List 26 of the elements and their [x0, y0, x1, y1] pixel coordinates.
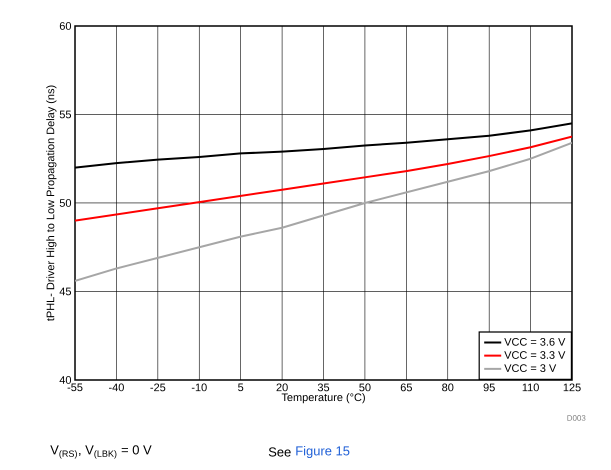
x-tick-label: 110 — [522, 384, 539, 392]
y-axis-title: tPHL- Driver High to Low Propagation Delay (ns) — [46, 86, 56, 321]
x-tick-label: 80 — [442, 384, 454, 392]
y-tick-label: 40 — [60, 376, 72, 384]
x-tick-label: 65 — [400, 384, 412, 392]
text: See — [268, 447, 291, 457]
x-tick-label: -55 — [68, 384, 82, 392]
x-tick-label: -10 — [192, 384, 207, 392]
y-tick-label: 50 — [60, 199, 72, 207]
legend-label: VCC = 3.3 V — [504, 351, 566, 359]
text: V$_{(RS)}$, V$_{(LBK)}$ = 0 V — [50, 445, 152, 459]
legend-label: VCC = 3.6 V — [504, 338, 566, 346]
x-tick-label: -40 — [108, 384, 124, 392]
x-tick-label: 95 — [484, 384, 495, 392]
x-tick-label: -25 — [150, 384, 166, 392]
x-tick-label: 20 — [276, 384, 288, 392]
y-tick-label: 45 — [60, 288, 72, 296]
caption: Figure 15 — [296, 446, 350, 458]
x-tick-label: 50 — [359, 384, 371, 392]
legend-label: VCC = 3 V — [504, 364, 556, 372]
y-tick-label: 60 — [60, 22, 72, 30]
x-tick-label: 5 — [238, 384, 244, 392]
x-axis-title: Temperature (°C) — [282, 393, 365, 404]
y-tick-label: 55 — [60, 110, 72, 118]
x-tick-label: 35 — [318, 384, 330, 392]
x-tick-label: 125 — [564, 384, 581, 392]
